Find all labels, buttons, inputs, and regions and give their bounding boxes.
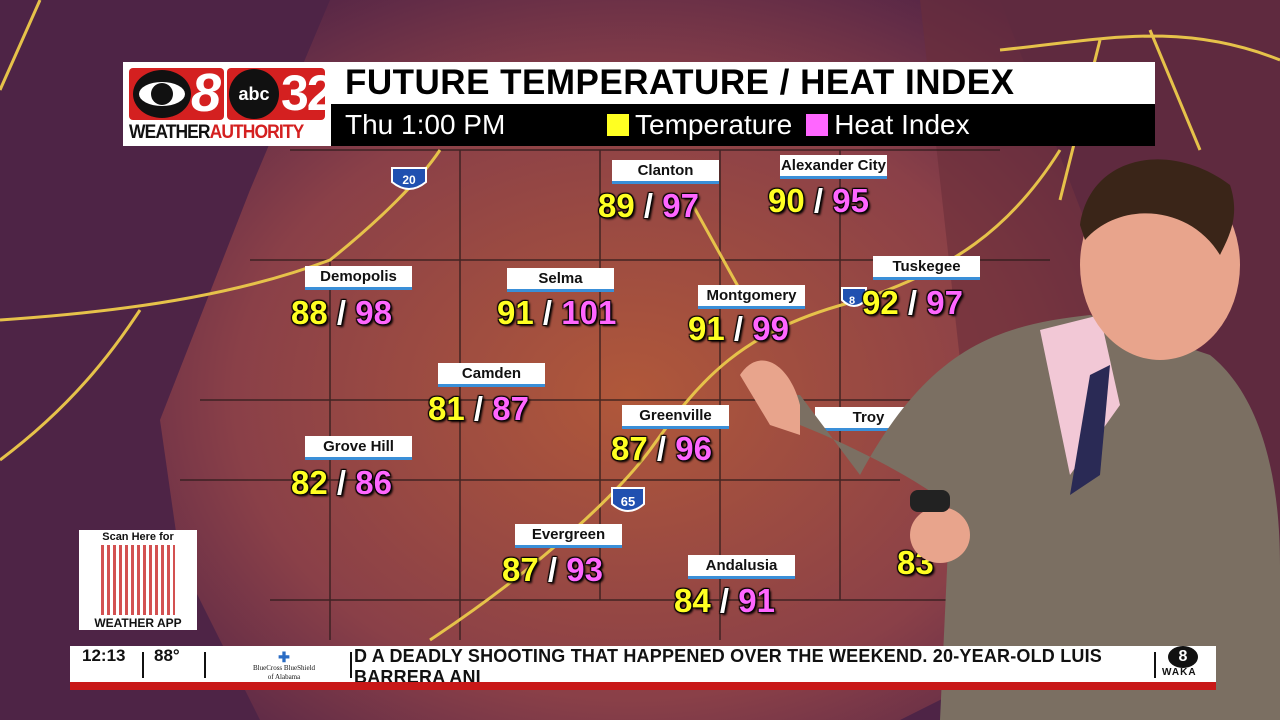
interstate-shields: 20 65 8: [391, 167, 867, 512]
city-label: Evergreen: [515, 524, 622, 548]
cbs-number: 8: [191, 63, 222, 123]
temperature-value: 92: [862, 284, 899, 321]
temperature-swatch: [607, 114, 629, 136]
heat-index-value: 93: [566, 551, 603, 588]
abc32-logo: abc 32: [227, 65, 335, 121]
sponsor-name: BlueCross BlueShield: [252, 664, 316, 672]
graphic-subtitle: Thu 1:00 PM Temperature Heat Index: [331, 104, 1155, 146]
qr-code-panel[interactable]: Scan Here for WEATHER APP: [79, 530, 197, 630]
separator: /: [710, 582, 739, 619]
qr-caption-bottom: WEATHER APP: [94, 616, 182, 630]
heat-index-value: 96: [675, 430, 712, 467]
qr-code[interactable]: [101, 545, 175, 615]
heat-index-value: 86: [355, 464, 392, 501]
svg-text:20: 20: [402, 173, 416, 187]
temperature-value: 87: [502, 551, 539, 588]
news-ticker: 12:13 88° ✚ BlueCross BlueShield of Alabam…: [70, 646, 1216, 690]
city-label: Montgomery: [698, 285, 805, 309]
city-values: 92 / 97: [862, 284, 963, 322]
heat-index-value: 99: [752, 310, 789, 347]
separator: /: [898, 284, 927, 321]
separator: /: [647, 430, 676, 467]
city-values: 91 / 99: [688, 310, 789, 348]
svg-text:65: 65: [621, 494, 635, 509]
city-label: Clanton: [612, 160, 719, 184]
heat-index-value: 97: [926, 284, 963, 321]
heat-index-swatch: [806, 114, 829, 136]
separator: /: [634, 187, 663, 224]
separator: /: [804, 182, 833, 219]
legend-heat-index: Heat Index: [834, 109, 970, 140]
cbs8-logo: 8: [129, 63, 224, 123]
temperature-value: 91: [497, 294, 534, 331]
graphic-title: FUTURE TEMPERATURE / HEAT INDEX: [331, 62, 1155, 104]
heat-index-value: 97: [662, 187, 699, 224]
city-values: 81 / 87: [428, 390, 529, 428]
separator: /: [327, 294, 356, 331]
city-label: Tuskegee: [873, 256, 980, 280]
city-values: 82 / 86: [291, 464, 392, 502]
temperature-value: 91: [688, 310, 725, 347]
separator: /: [533, 294, 562, 331]
heat-index-value: 95: [832, 182, 869, 219]
station-call-letters: WAKA: [1162, 667, 1197, 678]
city-label: Demopolis: [305, 266, 412, 290]
temperature-value: 88: [291, 294, 328, 331]
separator: /: [724, 310, 753, 347]
ticker-headline: D A DEADLY SHOOTING THAT HAPPENED OVER T…: [354, 646, 1103, 682]
separator: /: [538, 551, 567, 588]
city-label: Grove Hill: [305, 436, 412, 460]
city-values: 91 / 101: [497, 294, 616, 332]
city-values: 87 / 93: [502, 551, 603, 589]
weather-text: WEATHER: [129, 122, 211, 143]
city-label: Camden: [438, 363, 545, 387]
county-lines: [180, 149, 1050, 640]
sponsor-logo: ✚ BlueCross BlueShield of Alabama: [242, 650, 326, 686]
heat-index-value: 101: [561, 294, 617, 331]
sponsor-region: of Alabama: [267, 673, 301, 681]
abc-text: abc: [229, 69, 279, 119]
ticker-clock: 12:13: [82, 646, 126, 665]
city-label: Greenville: [622, 405, 729, 429]
legend-temperature: Temperature: [635, 109, 793, 140]
city-label: Andalusia: [688, 555, 795, 579]
temperature-value: 89: [598, 187, 635, 224]
separator: /: [464, 390, 493, 427]
city-values: 90 / 95: [768, 182, 869, 220]
city-values: 87 / 96: [611, 430, 712, 468]
authority-text: AUTHORITY: [209, 122, 305, 143]
waka-logo: 8 WAKA: [1162, 646, 1198, 678]
temperature-value: 90: [768, 182, 805, 219]
heat-index-value: 91: [738, 582, 775, 619]
cbs-eye-icon: [133, 70, 191, 118]
city-label: Selma: [507, 268, 614, 292]
weather-authority: WEATHERAUTHORITY: [129, 122, 305, 144]
city-values: 89 / 97: [598, 187, 699, 225]
heat-index-value: 98: [355, 294, 392, 331]
meteorologist: [740, 159, 1280, 720]
city-values: 84 / 91: [674, 582, 775, 620]
abc-number: 32: [281, 65, 335, 121]
svg-text:8: 8: [849, 295, 855, 307]
forecast-time: Thu 1:00 PM: [345, 109, 506, 140]
city-values: 88 / 98: [291, 294, 392, 332]
temperature-value: 87: [611, 430, 648, 467]
temperature-value: 81: [428, 390, 465, 427]
temperature-value: 82: [291, 464, 328, 501]
separator: /: [327, 464, 356, 501]
temperature-value: 84: [674, 582, 711, 619]
ticker-temperature: 88°: [154, 646, 180, 665]
station-logo: 8 abc 32 WEATHERAUTHORITY: [123, 62, 335, 146]
qr-caption-top: Scan Here for: [102, 531, 174, 543]
city-label: Alexander City: [780, 155, 887, 179]
heat-index-value: 87: [492, 390, 529, 427]
